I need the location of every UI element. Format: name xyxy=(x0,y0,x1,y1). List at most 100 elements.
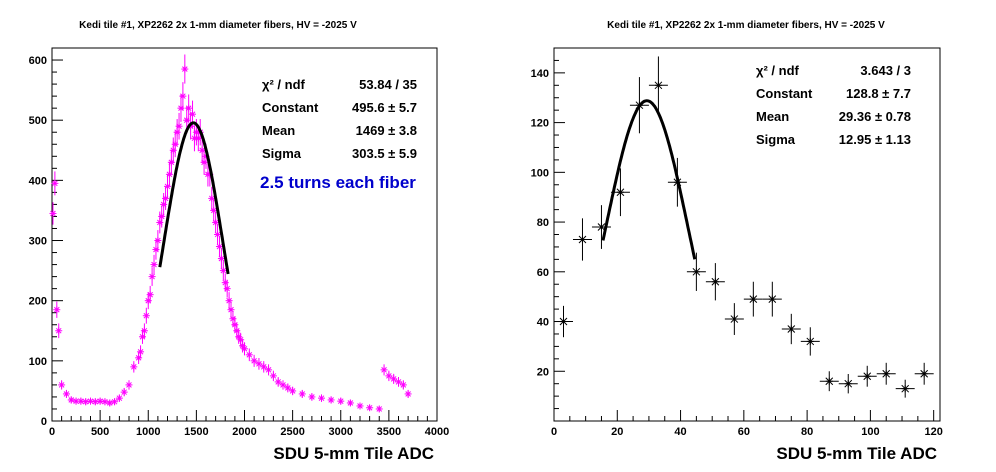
data-point xyxy=(308,393,316,401)
x-axis-label: SDU 5-mm Tile ADC xyxy=(776,444,937,463)
stat-value: 3.643 / 3 xyxy=(860,63,911,78)
data-point xyxy=(215,236,223,257)
data-point xyxy=(165,162,173,187)
stats-box: χ² / ndf 53.84 / 35 Constant 495.6 ± 5.7 Mea… xyxy=(262,77,417,161)
stat-label: χ² / ndf xyxy=(262,77,306,92)
data-point xyxy=(724,303,744,335)
data-point xyxy=(227,301,235,318)
data-point xyxy=(137,345,145,359)
data-point xyxy=(241,342,248,356)
data-point xyxy=(279,380,287,390)
data-point xyxy=(53,301,61,318)
data-point xyxy=(91,398,99,406)
stat-value: 29.36 ± 0.78 xyxy=(839,109,911,124)
y-tick-label: 100 xyxy=(531,167,549,179)
x-tick-label: 100 xyxy=(861,426,879,438)
data-point xyxy=(150,254,158,275)
data-point xyxy=(743,281,763,317)
data-point xyxy=(167,149,175,175)
data-point xyxy=(327,396,335,404)
y-tick-label: 20 xyxy=(537,366,549,378)
data-point xyxy=(142,307,150,324)
stat-label: Sigma xyxy=(756,132,796,147)
data-point xyxy=(219,261,227,281)
x-tick-label: 1500 xyxy=(184,426,208,438)
data-point xyxy=(289,386,297,396)
y-tick-label: 140 xyxy=(531,68,549,80)
data-point xyxy=(148,267,156,286)
fit-curve xyxy=(601,99,697,260)
data-point xyxy=(255,357,263,370)
stat-value: 1469 ± 3.8 xyxy=(356,123,417,138)
data-point xyxy=(158,205,166,228)
data-point xyxy=(111,398,119,406)
data-point xyxy=(298,389,306,398)
x-tick-label: 2000 xyxy=(232,426,256,438)
y-tick-label: 400 xyxy=(29,175,47,187)
data-point xyxy=(214,223,222,246)
stat-value: 128.8 ± 7.7 xyxy=(846,86,911,101)
data-point xyxy=(223,279,231,298)
x-tick-label: 120 xyxy=(924,426,942,438)
data-point xyxy=(169,137,177,164)
data-point xyxy=(162,186,170,210)
stat-value: 12.95 ± 1.13 xyxy=(839,132,911,147)
data-point xyxy=(146,285,154,304)
annotation-text: 2.5 turns each fiber xyxy=(260,173,416,192)
data-point xyxy=(857,365,877,387)
y-tick-label: 300 xyxy=(29,236,47,248)
x-tick-label: 4000 xyxy=(425,426,449,438)
stat-label: χ² / ndf xyxy=(756,63,800,78)
data-point xyxy=(96,397,104,405)
data-point xyxy=(380,364,388,376)
data-point xyxy=(250,354,258,367)
stat-label: Sigma xyxy=(262,146,302,161)
y-tick-label: 40 xyxy=(537,317,549,329)
data-point xyxy=(819,371,839,392)
data-point xyxy=(173,119,181,146)
x-tick-label: 3000 xyxy=(329,426,353,438)
data-point xyxy=(895,379,915,398)
chart-panel-1: Kedi tile #1, XP2262 2x 1-mm diameter fi… xyxy=(29,20,450,463)
data-point xyxy=(269,370,277,382)
x-tick-label: 0 xyxy=(49,426,55,438)
data-point xyxy=(177,94,185,122)
chart-title: Kedi tile #1, XP2262 2x 1-mm diameter fi… xyxy=(607,20,885,31)
data-point xyxy=(337,397,345,405)
data-point xyxy=(115,394,123,402)
data-point xyxy=(51,171,59,196)
stat-label: Mean xyxy=(262,123,295,138)
data-point xyxy=(77,397,85,405)
data-point xyxy=(55,323,63,339)
data-point xyxy=(212,211,220,234)
data-point xyxy=(265,364,273,376)
stat-label: Mean xyxy=(756,109,789,124)
data-point xyxy=(106,399,114,407)
y-tick-label: 0 xyxy=(41,416,47,428)
x-tick-label: 60 xyxy=(738,426,750,438)
y-tick-label: 80 xyxy=(537,217,549,229)
x-axis-label: SDU 5-mm Tile ADC xyxy=(273,444,434,463)
data-point xyxy=(67,396,75,404)
data-point xyxy=(154,230,162,251)
stat-label: Constant xyxy=(262,100,319,115)
data-point xyxy=(171,131,179,158)
data-point xyxy=(260,361,268,373)
data-point xyxy=(58,380,66,390)
data-point xyxy=(366,404,374,412)
data-point xyxy=(318,394,325,402)
x-tick-label: 500 xyxy=(91,426,109,438)
data-point xyxy=(762,281,782,317)
y-tick-label: 100 xyxy=(29,356,47,368)
data-point xyxy=(356,402,364,410)
data-point xyxy=(375,405,383,413)
data-point xyxy=(245,348,253,362)
chart-title: Kedi tile #1, XP2262 2x 1-mm diameter fi… xyxy=(79,20,357,31)
x-tick-label: 2500 xyxy=(280,426,304,438)
data-point xyxy=(686,252,706,291)
data-point xyxy=(554,305,573,338)
data-point xyxy=(49,202,57,225)
data-point xyxy=(164,174,171,199)
stat-value: 53.84 / 35 xyxy=(359,77,417,92)
